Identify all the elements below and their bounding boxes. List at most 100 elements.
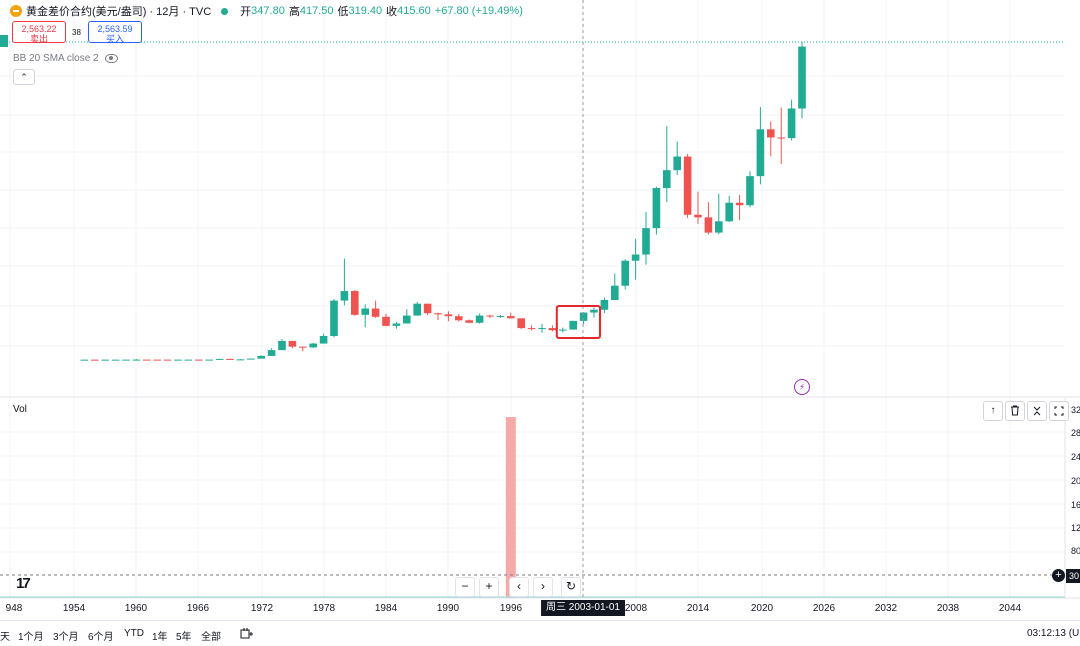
x-tick-label: 2020: [750, 603, 774, 614]
trash-icon: [1011, 405, 1019, 416]
clock-readout[interactable]: 03:12:13 (U: [1027, 628, 1080, 639]
candle-1975: [288, 340, 297, 349]
delete-pane-button[interactable]: [1005, 401, 1025, 421]
maximize-pane-button[interactable]: [1049, 401, 1069, 421]
y-tick-label: 28: [1071, 428, 1080, 438]
high-value: 417.50: [299, 5, 334, 17]
bb-indicator-legend[interactable]: BB 20 SMA close 2: [13, 53, 118, 64]
candle-2017: [725, 195, 733, 223]
candle-1959: [122, 359, 130, 361]
x-tick-label: 1996: [499, 603, 523, 614]
candle-2022: [777, 107, 785, 164]
eye-icon[interactable]: [104, 54, 118, 63]
bottom-toolbar: [0, 620, 1080, 646]
candle-1978: [319, 333, 328, 344]
candle-1970: [236, 359, 245, 361]
x-tick-label: 2008: [624, 603, 648, 614]
candle-2009: [642, 212, 650, 265]
candle-1982: [361, 304, 369, 328]
candle-1987: [413, 301, 421, 316]
x-tick-label: 2032: [874, 603, 898, 614]
x-tick-label: 1972: [250, 603, 274, 614]
volume-label: Vol: [13, 404, 27, 415]
range-button[interactable]: 天: [0, 632, 10, 643]
partial-candle: [0, 35, 8, 47]
candle-1958: [111, 359, 120, 361]
reset-chart-button[interactable]: ↻: [561, 577, 581, 597]
zoom-out-button[interactable]: −: [455, 577, 475, 597]
candle-1967: [205, 359, 213, 361]
x-tick-label: 1978: [312, 603, 336, 614]
tradingview-logo[interactable]: 17: [16, 575, 31, 592]
candle-2005: [600, 297, 609, 314]
collapse-legend-button[interactable]: ⌃: [13, 69, 35, 85]
collapse-pane-button[interactable]: [1027, 401, 1047, 421]
range-button[interactable]: 5年: [176, 632, 192, 643]
crosshair-value-label: 30: [1066, 569, 1080, 583]
candle-2006: [611, 273, 619, 300]
collapse-icon: [1033, 406, 1041, 416]
candle-1974: [278, 339, 286, 351]
y-tick-label: 32: [1071, 405, 1080, 415]
range-button[interactable]: 1个月: [18, 632, 44, 643]
buy-label: 买入: [105, 34, 124, 44]
candle-2008: [631, 238, 640, 280]
range-button[interactable]: 全部: [201, 632, 221, 643]
candle-1988: [423, 303, 432, 316]
candle-1985: [392, 321, 401, 329]
add-plus-icon[interactable]: +: [1052, 569, 1065, 582]
open-label: 开: [240, 6, 252, 18]
buy-button[interactable]: 2,563.59 买入: [88, 21, 142, 44]
chart-canvas[interactable]: [0, 0, 1080, 620]
candle-1995: [496, 314, 505, 318]
candle-1980: [340, 258, 349, 306]
buy-price: 2,563.59: [97, 24, 133, 34]
x-tick-label: 2038: [936, 603, 960, 614]
range-button[interactable]: 1年: [152, 632, 168, 643]
sell-button[interactable]: 2,563.22 卖出: [12, 21, 66, 44]
symbol-title[interactable]: 黄金差价合约(美元/盎司) · 12月 · TVC: [26, 6, 212, 18]
candle-1989: [434, 312, 442, 321]
x-tick-label: 2044: [998, 603, 1022, 614]
candle-2024: [798, 42, 806, 119]
candle-1976: [299, 346, 307, 352]
range-button[interactable]: YTD: [124, 628, 144, 639]
candle-1981: [351, 289, 359, 316]
candle-1964: [174, 359, 182, 361]
y-tick-label: 12: [1071, 523, 1080, 533]
candle-2018: [735, 194, 744, 221]
range-button[interactable]: 3个月: [53, 632, 79, 643]
candle-1993: [475, 313, 484, 324]
change-value: +67.80 (+19.49%): [434, 5, 523, 17]
candle-2001: [559, 327, 567, 333]
x-tick-label: 1954: [62, 603, 86, 614]
move-pane-up-button[interactable]: ↑: [983, 401, 1003, 421]
candle-1991: [455, 314, 463, 322]
zoom-in-button[interactable]: +: [479, 577, 499, 597]
open-value: 347.80: [251, 5, 285, 17]
candle-1971: [247, 358, 255, 360]
low-label: 低: [337, 6, 349, 18]
candle-2020: [756, 107, 765, 185]
candle-1997: [517, 318, 525, 329]
candle-2023: [787, 99, 796, 141]
y-tick-label: 24: [1071, 452, 1080, 462]
range-button[interactable]: 6个月: [88, 632, 114, 643]
gold-logo-icon: [10, 5, 22, 17]
candle-1968: [215, 358, 224, 360]
y-tick-label: 16: [1071, 500, 1080, 510]
scroll-right-button[interactable]: ›: [533, 577, 553, 597]
candle-1961: [143, 359, 151, 361]
scroll-left-button[interactable]: ‹: [509, 577, 529, 597]
candle-1963: [163, 359, 172, 361]
y-tick-label: 80: [1071, 546, 1080, 556]
x-tick-label: 948: [5, 603, 23, 614]
candle-1973: [267, 348, 276, 357]
x-tick-label: 1990: [436, 603, 460, 614]
flash-icon[interactable]: ⚡: [794, 379, 810, 395]
candle-2021: [767, 121, 775, 157]
candle-2010: [652, 186, 661, 235]
sell-price: 2,563.22: [21, 24, 57, 34]
reset-icon: ↻: [565, 579, 577, 593]
compare-icon[interactable]: [240, 628, 253, 643]
